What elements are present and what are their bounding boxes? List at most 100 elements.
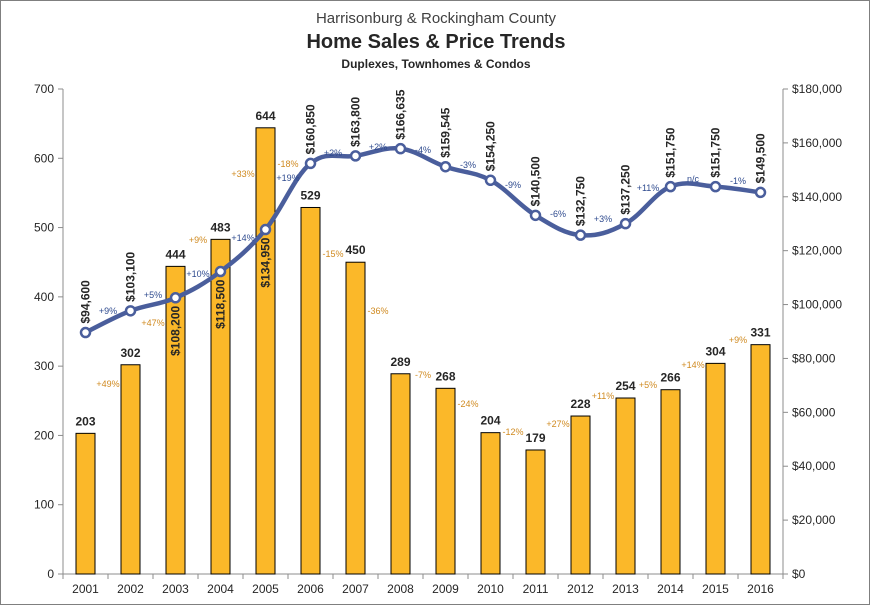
- price-point: [394, 142, 407, 155]
- bar: [120, 364, 141, 575]
- sales-change-label: +5%: [639, 380, 657, 390]
- y-right-tick-label: $40,000: [792, 459, 836, 473]
- price-change-label: +2%: [369, 142, 387, 152]
- y-right-tick-label: $120,000: [792, 244, 842, 258]
- bar-value-label: 302: [120, 346, 140, 360]
- price-change-label: +3%: [594, 214, 612, 224]
- y-right-tick-label: $80,000: [792, 351, 836, 365]
- price-change-label: +19%: [276, 173, 299, 183]
- x-tick-label: 2015: [702, 582, 729, 596]
- price-change-label: +10%: [186, 269, 209, 279]
- price-value-label: $94,600: [79, 280, 93, 324]
- sales-change-label: -24%: [457, 399, 478, 409]
- y-right-tick-label: $60,000: [792, 405, 836, 419]
- x-tick-label: 2016: [747, 582, 774, 596]
- bar: [480, 432, 501, 575]
- price-value-label: $166,635: [394, 89, 408, 139]
- price-value-label: $151,750: [709, 127, 723, 177]
- sales-change-label: +9%: [729, 335, 747, 345]
- bar: [615, 397, 636, 575]
- bar: [345, 261, 366, 575]
- chart-title: Home Sales & Price Trends: [306, 31, 566, 53]
- bar-value-label: 254: [615, 379, 635, 393]
- x-tick-label: 2006: [297, 582, 324, 596]
- bar-value-label: 228: [570, 397, 590, 411]
- sales-change-label: +14%: [681, 360, 704, 370]
- price-point: [439, 160, 452, 173]
- y-left-tick-label: 100: [34, 498, 54, 512]
- sales-change-label: -15%: [322, 249, 343, 259]
- bar-value-label: 644: [255, 109, 275, 123]
- bar-value-label: 266: [660, 371, 680, 385]
- sales-change-label: +49%: [96, 379, 119, 389]
- bar: [435, 387, 456, 575]
- price-change-label: +11%: [637, 183, 660, 193]
- sales-change-label: -7%: [415, 370, 431, 380]
- price-change-label: -4%: [415, 145, 431, 155]
- price-change-label: -6%: [550, 209, 566, 219]
- y-left-tick-label: 200: [34, 428, 54, 442]
- price-point: [169, 292, 182, 304]
- x-tick-label: 2010: [477, 582, 504, 596]
- price-point: [754, 186, 767, 199]
- price-value-label: $137,250: [619, 164, 633, 214]
- bar-value-label: 204: [480, 414, 500, 428]
- price-change-label: +14%: [231, 233, 254, 243]
- sales-change-label: +27%: [546, 419, 569, 429]
- x-tick-label: 2012: [567, 582, 594, 596]
- x-tick-label: 2014: [657, 582, 684, 596]
- y-left-tick-label: 700: [34, 82, 54, 96]
- sales-change-label: +33%: [231, 169, 254, 179]
- price-value-label: $163,800: [349, 97, 363, 147]
- price-value-label: $103,100: [124, 251, 138, 301]
- sales-change-label: +47%: [141, 318, 164, 328]
- price-point: [259, 223, 272, 236]
- price-value-label: $159,545: [439, 107, 453, 157]
- price-change-label: +2%: [324, 148, 342, 158]
- bar-value-label: 179: [525, 431, 545, 445]
- price-value-label: $154,250: [484, 121, 498, 171]
- price-value-label: $149,500: [754, 133, 768, 183]
- y-right-tick-label: $0: [792, 567, 806, 581]
- bar: [210, 238, 231, 575]
- bar: [390, 373, 411, 575]
- price-point: [304, 157, 317, 170]
- y-right-tick-label: $140,000: [792, 190, 842, 204]
- bar-value-label: 331: [750, 326, 770, 340]
- bar-value-label: 304: [705, 344, 725, 358]
- price-change-label: +5%: [144, 290, 162, 300]
- price-point: [664, 180, 677, 193]
- bar-value-label: 203: [75, 414, 95, 428]
- sales-change-label: -18%: [277, 159, 298, 169]
- sales-change-label: -12%: [502, 427, 523, 437]
- bar: [165, 265, 186, 575]
- price-change-label: -1%: [730, 176, 746, 186]
- y-right-tick-label: $100,000: [792, 298, 842, 312]
- y-left-tick-label: 400: [34, 290, 54, 304]
- y-left-tick-label: 600: [34, 151, 54, 165]
- chart-subtitle: Duplexes, Townhomes & Condos: [341, 57, 531, 71]
- sales-change-label: +9%: [189, 235, 207, 245]
- price-point: [349, 150, 362, 162]
- bar: [660, 389, 681, 575]
- bar: [570, 415, 591, 575]
- x-tick-label: 2001: [72, 582, 99, 596]
- price-change-label: -9%: [505, 180, 521, 190]
- price-value-label: $118,500: [214, 279, 228, 329]
- x-tick-label: 2008: [387, 582, 414, 596]
- sales-change-label: -36%: [367, 306, 388, 316]
- bar: [750, 344, 771, 575]
- x-tick-label: 2011: [523, 582, 549, 596]
- bar-value-label: 444: [165, 247, 185, 261]
- y-left-tick-label: 0: [47, 567, 54, 581]
- price-point: [214, 265, 227, 278]
- bar: [525, 449, 546, 575]
- price-value-label: $140,500: [529, 156, 543, 206]
- sales-change-label: +11%: [592, 391, 615, 401]
- price-value-label: $160,850: [304, 104, 318, 154]
- price-point: [529, 209, 542, 222]
- price-point: [619, 217, 632, 230]
- y-right-tick-label: $180,000: [792, 82, 842, 96]
